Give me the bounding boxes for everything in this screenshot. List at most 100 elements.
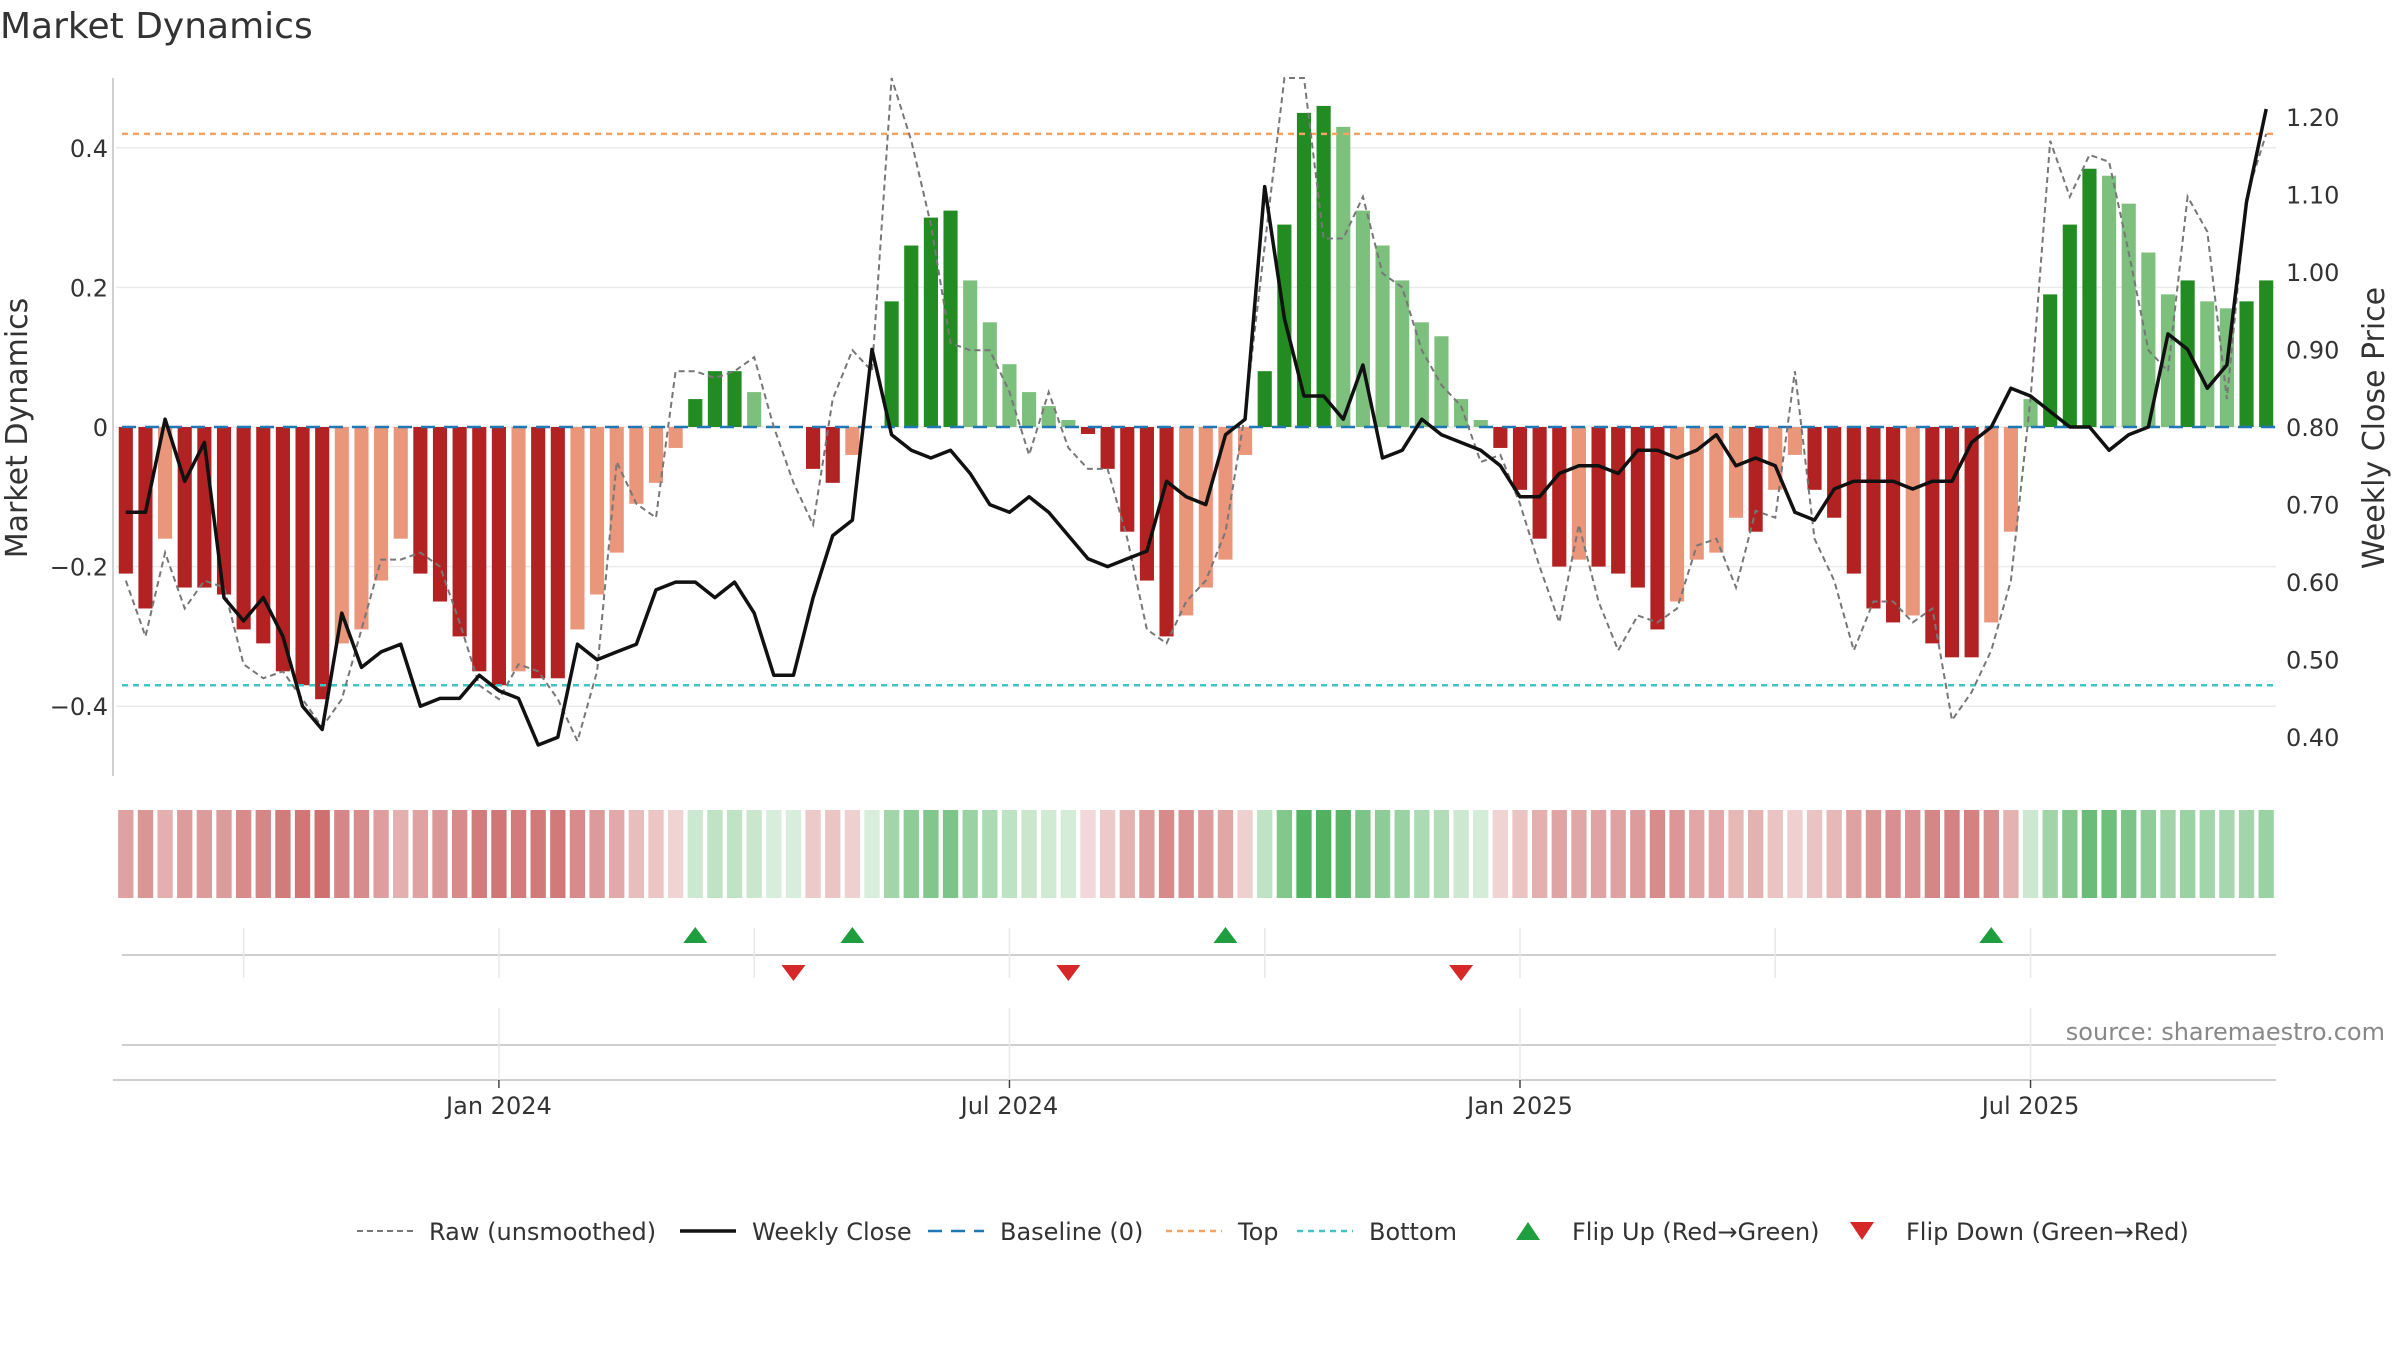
market-dynamics-bar [2023,399,2038,427]
y-left-tick-label: −0.2 [50,554,108,582]
market-dynamics-bar [236,427,251,630]
heat-cell [1846,810,1862,898]
y-left-tick-label: 0.4 [70,135,108,163]
heat-cell [805,810,821,898]
market-dynamics-bar [2003,427,2018,532]
chart-title: Market Dynamics [0,6,313,47]
market-dynamics-bar [1139,427,1154,581]
legend-label: Baseline (0) [1000,1218,1143,1246]
heat-cell [1944,810,1960,898]
reference-lines [122,132,2276,687]
heat-cell [550,810,566,898]
heat-cell [1885,810,1901,898]
market-dynamics-bar [1395,280,1410,427]
left-axis-label: Market Dynamics [0,298,35,559]
market-dynamics-bar [256,427,271,644]
bars [118,105,2274,700]
heat-cell [1257,810,1273,898]
market-dynamics-bar [2043,294,2058,427]
market-dynamics-bar [1316,105,1331,428]
heat-cell [1237,810,1253,898]
market-dynamics-bar [1650,427,1665,630]
market-dynamics-bar [275,427,290,672]
market-dynamics-bar [845,427,860,455]
market-dynamics-bar [806,427,821,469]
heat-cell [137,810,154,898]
market-dynamics-bar [315,427,330,700]
y-right-tick-label: 1.10 [2286,181,2339,209]
market-dynamics-bar [216,427,232,595]
market-dynamics-bar [1709,427,1724,553]
market-dynamics-bar [1925,427,1940,644]
market-dynamics-bar [491,427,506,686]
market-dynamics-bar [825,427,840,483]
market-dynamics-bar [1080,427,1096,434]
market-dynamics-bar [1473,420,1488,427]
market-dynamics-bar [2082,168,2097,428]
heat-cell [1433,810,1450,898]
market-dynamics-bar [688,399,703,427]
market-dynamics-bar [432,427,448,602]
heat-cell [923,810,939,898]
heat-cell [1492,810,1509,898]
market-dynamics-bar [1002,364,1017,427]
legend-label: Flip Down (Green→Red) [1906,1218,2189,1246]
raw-unsmoothed-line [124,77,2268,744]
market-dynamics-bar [1532,427,1547,539]
market-dynamics-bar [1787,427,1802,455]
market-dynamics-bar [1689,427,1704,560]
market-dynamics-bar [1414,322,1429,427]
market-dynamics-bar [1552,427,1567,567]
heat-cell [1374,810,1391,898]
y-left-tick-label: −0.4 [50,693,108,721]
heat-cell [1689,810,1705,898]
heat-cell [746,810,762,898]
market-dynamics-bar [1512,427,1528,490]
market-dynamics-bar [1100,427,1115,469]
heat-cell [1099,810,1116,898]
heat-cell [2179,810,2196,898]
heat-cell [216,810,232,898]
heat-cell [2081,810,2098,898]
heat-cell [2121,810,2137,898]
y-right-tick-label: 0.90 [2286,336,2339,364]
heat-cell [726,810,743,898]
market-dynamics-bar [1022,392,1037,427]
legend-label: Flip Up (Red→Green) [1572,1218,1820,1246]
market-dynamics-bar [1611,427,1626,574]
heat-cell [707,810,723,898]
market-dynamics-bar [1964,427,1979,658]
weekly-close-line [125,108,2268,747]
market-dynamics-bar [2121,203,2136,427]
market-dynamics-bar [1277,224,1292,427]
market-dynamics-bar [884,301,899,427]
market-dynamics-bar [1257,371,1272,427]
market-dynamics-bar [1041,406,1056,427]
market-dynamics-bar [1179,427,1194,616]
heat-strip [118,810,2274,898]
market-dynamics-bar [374,427,389,581]
x-tick-label: Jul 2024 [959,1092,1059,1120]
heat-cell [530,810,546,898]
market-dynamics-bar [1336,126,1351,428]
market-dynamics-bar [2141,252,2156,427]
heat-cell [1335,810,1351,898]
heat-cell [883,810,900,898]
heat-cell [1178,810,1194,898]
heat-cell [1296,810,1312,898]
market-dynamics-bar [354,427,369,630]
heat-cell [2160,810,2176,898]
market-dynamics-bar [177,427,192,588]
axes: 0.4 0.2 0 −0.2 −0.4 1.20 1.10 1.00 0.90 0.80 0.70 0… [50,78,2339,776]
market-dynamics-bar [1198,427,1213,588]
heat-cell [1963,810,1980,898]
market-dynamics-bar [2200,301,2215,427]
heat-cell [1551,810,1567,898]
heat-cell [353,810,370,898]
flip-up-marker [1213,927,1238,943]
heat-cell [2062,810,2078,898]
market-dynamics-bar [1296,112,1312,428]
source-credit: source: sharemaestro.com [2066,1018,2385,1046]
flip-up-marker [1979,927,2004,943]
flip-down-marker [1449,965,1474,981]
